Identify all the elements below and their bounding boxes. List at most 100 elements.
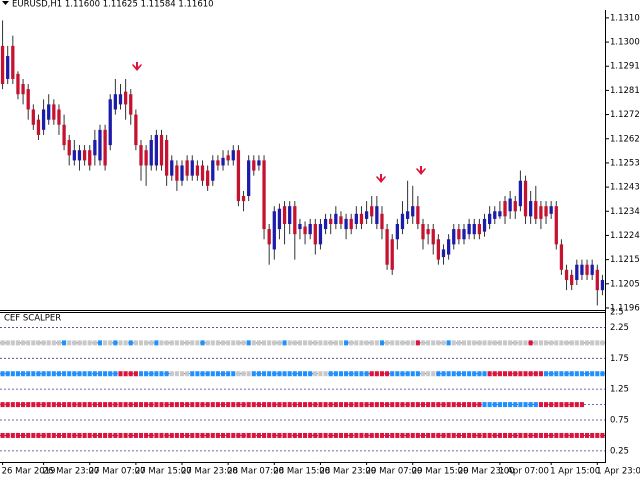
signal-square: [123, 432, 128, 438]
signal-square: [364, 371, 369, 377]
signal-square: [338, 432, 344, 438]
signal-square: [395, 371, 400, 377]
candle-body: [293, 206, 297, 235]
candle-body: [88, 150, 92, 166]
signal-square: [461, 340, 467, 346]
signal-square: [267, 432, 272, 438]
candle-body: [441, 249, 446, 258]
y-tick-label: 1.12910: [610, 62, 640, 72]
x-tick-label: 29 Mar 07:00: [366, 467, 423, 477]
signal-square: [287, 402, 292, 408]
signal-square: [118, 340, 123, 346]
signal-square: [395, 402, 400, 408]
signal-square: [154, 340, 159, 346]
y-tick-label: 0.75: [610, 416, 629, 426]
signal-square: [441, 432, 446, 438]
signal-square: [487, 340, 492, 346]
signal-square: [400, 402, 405, 408]
signal-square: [190, 432, 195, 438]
signal-square: [543, 432, 549, 438]
signal-square: [36, 340, 41, 346]
candle-body: [595, 269, 599, 291]
candle-body: [272, 211, 276, 250]
signal-square: [528, 340, 533, 346]
signal-square: [436, 371, 441, 377]
candle-body: [82, 150, 87, 161]
signal-square: [354, 371, 359, 377]
signal-square: [62, 432, 67, 438]
y-tick-label: 1.12435: [610, 183, 640, 193]
signal-square: [328, 402, 333, 408]
signal-square: [108, 432, 113, 438]
y-tick-label: 2.5: [610, 308, 624, 318]
signal-square: [174, 371, 179, 377]
signal-square: [359, 371, 364, 377]
candle-body: [113, 94, 118, 110]
candle-body: [57, 109, 61, 125]
signal-square: [313, 340, 318, 346]
signal-square: [138, 432, 144, 438]
y-tick-label: 1.25: [610, 385, 629, 395]
signal-square: [528, 371, 533, 377]
signal-square: [528, 432, 533, 438]
signal-square: [559, 340, 564, 346]
signal-square: [415, 402, 420, 408]
signal-square: [303, 340, 308, 346]
signal-square: [77, 402, 82, 408]
signal-square: [374, 432, 379, 438]
candle-body: [308, 223, 312, 235]
signal-square: [210, 371, 215, 377]
chart-title: EURUSD,H1 1.11600 1.11625 1.11584 1.1161…: [12, 0, 214, 10]
signal-square: [354, 402, 359, 408]
candle-body: [159, 134, 164, 166]
signal-square: [390, 340, 395, 346]
signal-square: [292, 371, 297, 377]
signal-square: [472, 432, 477, 438]
signal-square: [431, 371, 436, 377]
signal-square: [518, 340, 523, 346]
signal-square: [318, 371, 323, 377]
signal-square: [518, 402, 523, 408]
candle-body: [26, 89, 30, 110]
signal-square: [154, 402, 159, 408]
signal-square: [287, 340, 292, 346]
signal-square: [313, 402, 318, 408]
signal-square: [46, 402, 51, 408]
signal-square: [374, 371, 379, 377]
candle-body: [390, 239, 394, 270]
signal-square: [313, 432, 318, 438]
signal-square: [385, 371, 390, 377]
y-tick-label: 1.12720: [610, 110, 640, 120]
x-tick-label: 26 Mar 2019: [2, 467, 56, 477]
signal-square: [5, 402, 10, 408]
signal-square: [369, 432, 374, 438]
signal-square: [533, 432, 538, 438]
signal-square: [482, 432, 487, 438]
candle-body: [67, 140, 71, 156]
candle-body: [313, 223, 317, 245]
signal-square: [72, 371, 77, 377]
signal-square: [431, 402, 436, 408]
signal-square: [533, 371, 538, 377]
signal-square: [46, 432, 51, 438]
candle-body: [493, 211, 497, 219]
signal-square: [0, 371, 5, 377]
signal-square: [87, 340, 92, 346]
signal-square: [497, 402, 502, 408]
signal-square: [92, 432, 97, 438]
signal-square: [338, 340, 344, 346]
signal-square: [323, 340, 328, 346]
signal-square: [369, 402, 374, 408]
signal-square: [461, 402, 467, 408]
signal-square: [220, 340, 226, 346]
signal-square: [138, 402, 144, 408]
candle-body: [559, 244, 564, 270]
sell-arrow: [376, 174, 386, 183]
candle-body: [47, 104, 51, 120]
signal-square: [395, 340, 400, 346]
signal-square: [323, 432, 328, 438]
signal-square: [231, 402, 236, 408]
signal-square: [195, 402, 200, 408]
signal-square: [472, 340, 477, 346]
signal-square: [15, 340, 20, 346]
